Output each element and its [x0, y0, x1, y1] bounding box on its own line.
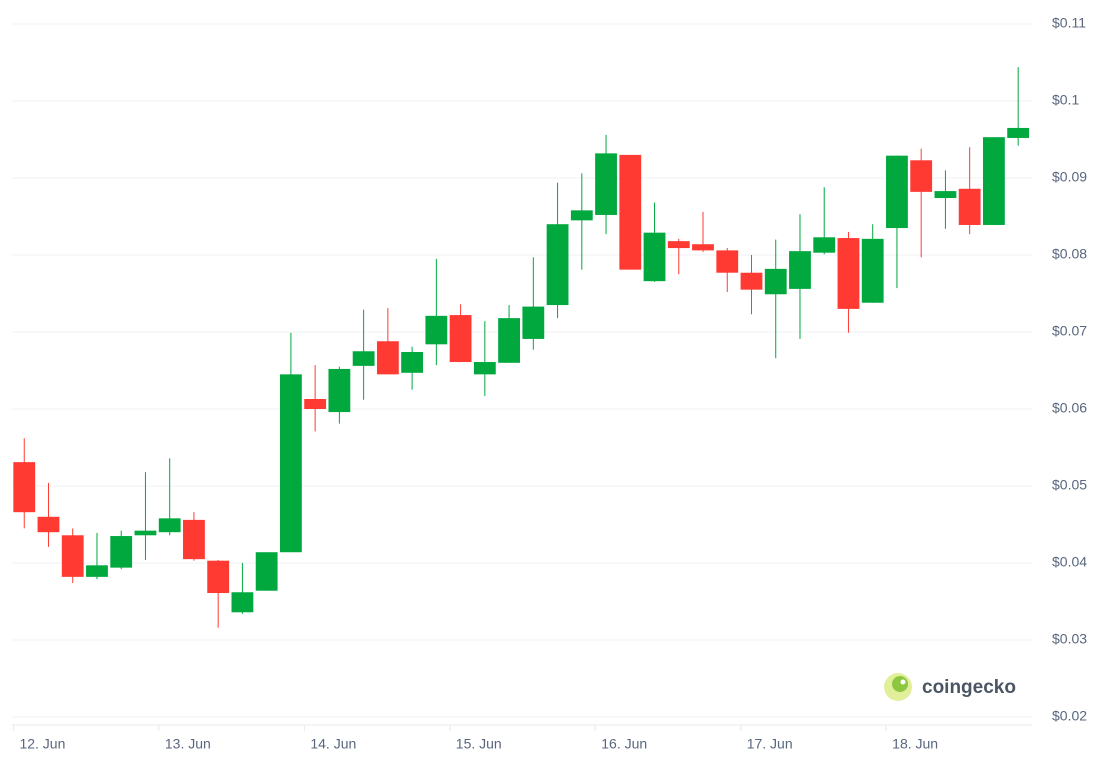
plot: $0.02 $0.03 $0.04 $0.05 $0.06 $0.07 $0.08 $0.09…: [12, 15, 1087, 752]
x-tick-label: 18. Jun: [892, 736, 938, 752]
candle-body: [619, 154, 642, 270]
candle-body: [110, 536, 133, 568]
candle-body: [231, 592, 254, 613]
candle-body: [595, 153, 617, 215]
y-tick-label: $0.05: [1052, 477, 1087, 493]
watermark: coingecko: [884, 673, 1016, 701]
y-tick-label: $0.07: [1052, 323, 1087, 339]
candle-body: [958, 188, 981, 225]
y-tick-label: $0.11: [1052, 15, 1086, 31]
y-tick-label: $0.06: [1052, 400, 1087, 416]
candle-body: [764, 268, 787, 295]
y-tick-label: $0.02: [1052, 708, 1087, 724]
candle-body: [837, 238, 860, 309]
candle-body: [1007, 127, 1030, 138]
candle-body: [983, 137, 1005, 225]
candle-body: [813, 237, 836, 253]
y-tick-label: $0.03: [1052, 631, 1087, 647]
x-tick-label: 13. Jun: [165, 736, 211, 752]
candle-body: [789, 251, 811, 289]
candle-body: [158, 518, 181, 533]
x-tick-label: 16. Jun: [601, 736, 647, 752]
candle-body: [740, 272, 763, 290]
watermark-text: coingecko: [922, 677, 1016, 698]
candle-body: [473, 362, 496, 375]
candle-body: [328, 368, 351, 413]
candle-body: [886, 155, 908, 229]
candle-body: [667, 241, 690, 249]
candle-body: [934, 191, 957, 199]
candle-body: [861, 238, 884, 303]
x-tick-label: 15. Jun: [456, 736, 502, 752]
candle-body: [304, 398, 327, 409]
candle-body: [401, 352, 424, 373]
candle-body: [910, 160, 933, 192]
candle-body: [134, 530, 157, 536]
candle-body: [570, 210, 593, 221]
x-tick-label: 17. Jun: [747, 736, 793, 752]
x-tick-label: 14. Jun: [310, 736, 356, 752]
candle-body: [352, 351, 375, 366]
candle-body: [207, 560, 230, 594]
candle-body: [716, 250, 739, 273]
y-tick-label: $0.04: [1052, 554, 1087, 570]
logo-eye: [900, 679, 906, 685]
x-tick-label: 12. Jun: [19, 736, 65, 752]
candle-body: [183, 519, 205, 560]
y-tick-label: $0.09: [1052, 169, 1087, 185]
logo-icon-inner: [892, 676, 908, 692]
candle-body: [498, 318, 520, 363]
candle-body: [13, 462, 36, 513]
candle-body: [37, 516, 60, 533]
candle-body: [692, 244, 714, 251]
candle-body: [546, 224, 569, 306]
candle-body: [376, 341, 399, 375]
candle-body: [425, 315, 448, 345]
y-tick-label: $0.08: [1052, 246, 1087, 262]
candle-body: [255, 552, 278, 591]
candle-body: [279, 374, 302, 553]
candle-body: [522, 306, 545, 339]
candle-body: [86, 565, 108, 577]
candle-body: [643, 232, 666, 282]
y-tick-label: $0.1: [1052, 92, 1079, 108]
candle-body: [61, 535, 84, 577]
candle-body: [449, 315, 472, 363]
